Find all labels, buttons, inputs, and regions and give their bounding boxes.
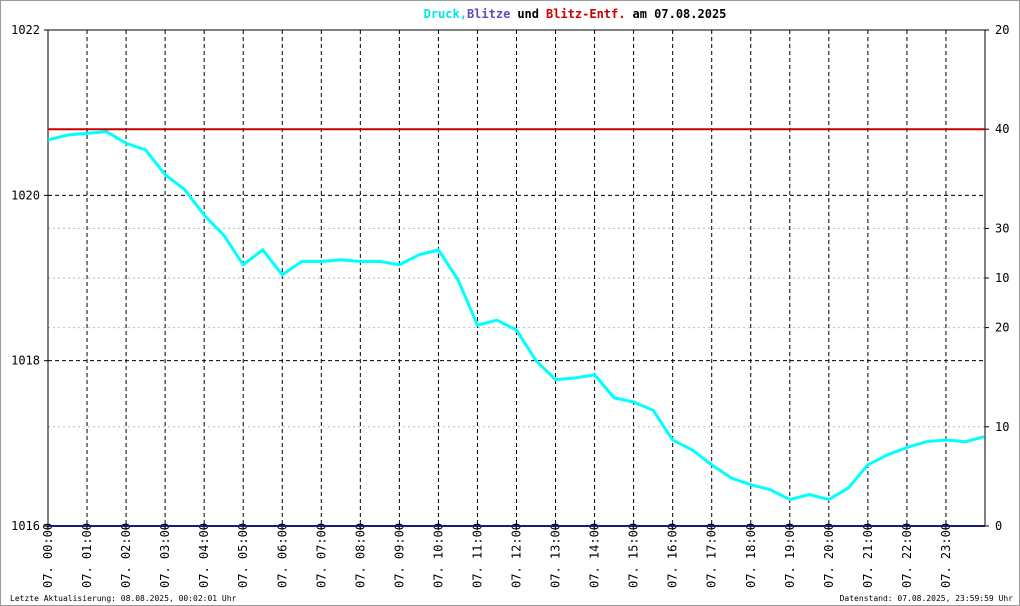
- title-part: Blitz-Entf.: [546, 7, 625, 21]
- x-tick-label: 07. 01:00: [80, 523, 94, 588]
- x-tick-label: 07. 07:00: [314, 523, 328, 588]
- y2-tick-label: 10: [995, 420, 1009, 434]
- x-tick-label: 07. 21:00: [861, 523, 875, 588]
- x-tick-label: 07. 00:00: [41, 523, 55, 588]
- x-tick-label: 07. 12:00: [510, 523, 524, 588]
- x-tick-label: 07. 09:00: [392, 523, 406, 588]
- series-line: [47, 130, 985, 502]
- x-tick-label: 07. 13:00: [549, 523, 563, 588]
- x-tick-label: 07. 04:00: [197, 523, 211, 588]
- x-tick-label: 07. 05:00: [236, 523, 250, 588]
- x-tick-label: 07. 23:00: [939, 523, 953, 588]
- title-part: Druck,: [424, 7, 467, 21]
- x-tick-label: 07. 08:00: [353, 523, 367, 588]
- y-tick-label: 1018: [11, 354, 40, 368]
- x-tick-label: 07. 03:00: [158, 523, 172, 588]
- y2-tick-label: 0: [995, 519, 1002, 533]
- chart-title: Druck,Blitze und Blitz-Entf. am 07.08.2025: [424, 7, 727, 21]
- x-tick-label: 07. 18:00: [744, 523, 758, 588]
- footer-left: Letzte Aktualisierung: 08.08.2025, 00:02…: [10, 594, 237, 603]
- x-tick-label: 07. 02:00: [119, 523, 133, 588]
- y2-tick-label: 40: [995, 122, 1009, 136]
- y-tick-label: 1020: [11, 188, 40, 202]
- title-part: und: [517, 7, 539, 21]
- x-tick-label: 07. 16:00: [666, 523, 680, 588]
- title-part: Blitze: [467, 7, 510, 21]
- y2-tick-label: 30: [995, 221, 1009, 235]
- x-tick-label: 07. 22:00: [900, 523, 914, 588]
- y-tick-label: 1022: [11, 23, 40, 37]
- y-tick-label: 1016: [11, 519, 40, 533]
- footer-right: Datenstand: 07.08.2025, 23:59:59 Uhr: [840, 594, 1014, 603]
- title-part: am 07.08.2025: [632, 7, 726, 21]
- y2-tick-label: 20: [995, 23, 1009, 37]
- x-tick-label: 07. 19:00: [783, 523, 797, 588]
- x-tick-label: 07. 11:00: [470, 523, 484, 588]
- x-tick-label: 07. 14:00: [588, 523, 602, 588]
- x-tick-label: 07. 20:00: [822, 523, 836, 588]
- x-tick-label: 07. 06:00: [275, 523, 289, 588]
- x-tick-label: 07. 10:00: [431, 523, 445, 588]
- x-tick-label: 07. 17:00: [705, 523, 719, 588]
- x-tick-label: 07. 15:00: [627, 523, 641, 588]
- y2-tick-label: 10: [995, 271, 1009, 285]
- y2-tick-label: 20: [995, 321, 1009, 335]
